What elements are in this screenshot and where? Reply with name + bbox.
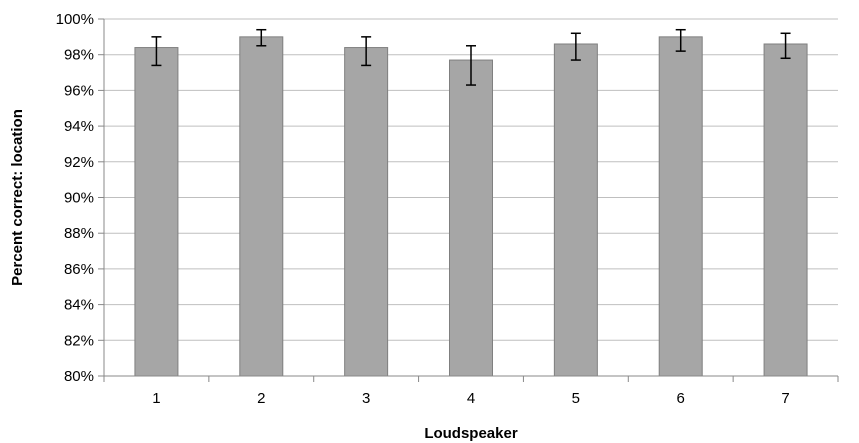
- x-tick-label: 2: [257, 390, 265, 407]
- error-bars: [151, 28, 791, 86]
- y-tick-label: 92%: [64, 154, 94, 171]
- x-tick-label: 6: [677, 390, 685, 407]
- y-tick-label: 80%: [64, 368, 94, 385]
- x-tick-label: 7: [781, 390, 789, 407]
- bar: [553, 43, 598, 377]
- x-tick-label: 5: [572, 390, 580, 407]
- y-tick-label: 82%: [64, 332, 94, 349]
- x-tick-label: 3: [362, 390, 370, 407]
- x-axis-label: Loudspeaker: [424, 425, 518, 442]
- bar: [658, 36, 703, 377]
- y-tick-label: 96%: [64, 82, 94, 99]
- bar: [449, 59, 493, 377]
- bars: [134, 36, 808, 377]
- y-tick-label: 90%: [64, 190, 94, 207]
- x-tick-label: 4: [467, 390, 475, 407]
- bar: [239, 36, 284, 377]
- y-tick-label: 94%: [64, 118, 94, 135]
- y-tick-label: 98%: [64, 47, 94, 64]
- bar: [344, 47, 389, 377]
- y-tick-label: 100%: [56, 11, 94, 28]
- x-tick-label: 1: [152, 390, 160, 407]
- tick-labels: 80% 82% 84% 86% 88% 90% 92% 94% 96% 98% 100% 1 2 3 4 5 6…: [56, 11, 790, 407]
- y-tick-label: 86%: [64, 261, 94, 278]
- bar: [134, 47, 179, 377]
- y-axis-label: Percent correct: location: [9, 109, 26, 286]
- axes: [98, 18, 839, 382]
- y-tick-label: 84%: [64, 297, 94, 314]
- bar: [763, 43, 808, 377]
- y-tick-label: 88%: [64, 225, 94, 242]
